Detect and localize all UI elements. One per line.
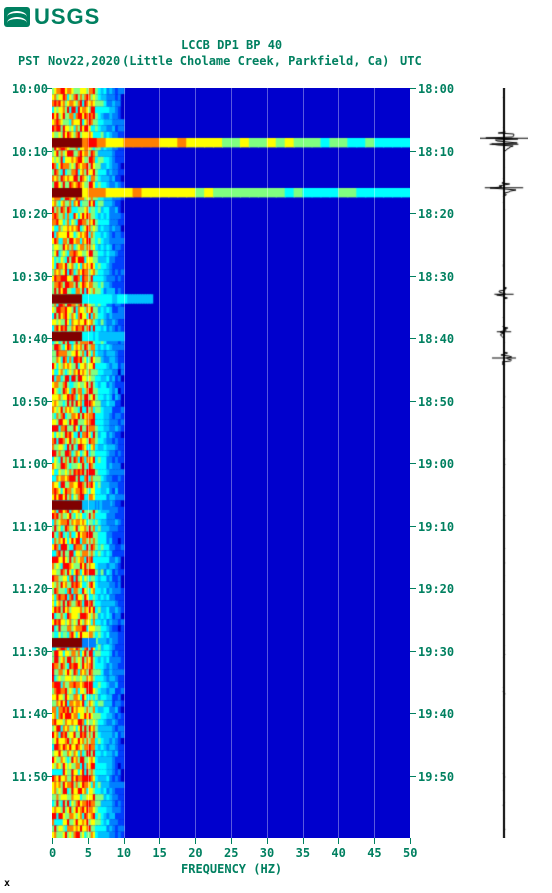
y-tick: [410, 776, 416, 777]
left-time-label: 11:40: [12, 707, 48, 721]
spectrogram-plot: [52, 88, 410, 838]
x-tick-label: 15: [152, 846, 166, 860]
gridline: [267, 88, 268, 838]
right-time-label: 19:00: [418, 457, 454, 471]
right-time-label: 18:40: [418, 332, 454, 346]
y-tick: [46, 713, 52, 714]
y-tick: [46, 151, 52, 152]
x-tick: [195, 838, 196, 844]
date-label: Nov22,2020: [48, 54, 120, 68]
x-tick-label: 0: [49, 846, 56, 860]
x-tick-label: 35: [296, 846, 310, 860]
y-tick: [410, 338, 416, 339]
y-tick: [410, 151, 416, 152]
logo-text: USGS: [34, 4, 100, 30]
usgs-logo: USGS: [4, 4, 100, 30]
y-tick: [46, 276, 52, 277]
x-tick-label: 5: [85, 846, 92, 860]
y-tick: [46, 88, 52, 89]
y-tick: [46, 213, 52, 214]
right-time-label: 18:00: [418, 82, 454, 96]
right-time-label: 18:20: [418, 207, 454, 221]
left-time-label: 10:20: [12, 207, 48, 221]
y-tick: [410, 401, 416, 402]
gridline: [88, 88, 89, 838]
y-tick: [46, 526, 52, 527]
left-time-label: 10:50: [12, 395, 48, 409]
x-tick: [52, 838, 53, 844]
tz-left-label: PST: [18, 54, 40, 68]
x-tick: [231, 838, 232, 844]
x-tick-label: 10: [117, 846, 131, 860]
x-tick: [267, 838, 268, 844]
left-time-label: 10:40: [12, 332, 48, 346]
x-axis-label: FREQUENCY (HZ): [181, 862, 282, 876]
y-tick: [410, 463, 416, 464]
gridline: [338, 88, 339, 838]
seismogram-canvas: [480, 88, 528, 838]
right-time-label: 19:40: [418, 707, 454, 721]
right-time-label: 19:10: [418, 520, 454, 534]
x-tick: [338, 838, 339, 844]
gridline: [124, 88, 125, 838]
gridline: [231, 88, 232, 838]
y-tick: [46, 651, 52, 652]
x-tick-label: 50: [403, 846, 417, 860]
left-time-label: 11:50: [12, 770, 48, 784]
x-tick: [88, 838, 89, 844]
x-tick: [303, 838, 304, 844]
x-tick: [374, 838, 375, 844]
left-time-label: 11:00: [12, 457, 48, 471]
right-time-label: 19:50: [418, 770, 454, 784]
y-tick: [46, 776, 52, 777]
x-tick-label: 20: [188, 846, 202, 860]
y-tick: [410, 213, 416, 214]
y-tick: [410, 276, 416, 277]
right-time-label: 19:30: [418, 645, 454, 659]
seismogram-panel: [480, 88, 528, 838]
location-label: (Little Cholame Creek, Parkfield, Ca): [122, 54, 389, 68]
y-tick: [410, 713, 416, 714]
left-time-label: 11:20: [12, 582, 48, 596]
y-tick: [410, 588, 416, 589]
gridline: [374, 88, 375, 838]
x-tick-label: 30: [260, 846, 274, 860]
y-tick: [46, 338, 52, 339]
left-time-label: 10:00: [12, 82, 48, 96]
y-tick: [410, 526, 416, 527]
left-time-label: 11:30: [12, 645, 48, 659]
gridline: [159, 88, 160, 838]
gridline: [303, 88, 304, 838]
x-tick-label: 45: [367, 846, 381, 860]
left-time-label: 10:10: [12, 145, 48, 159]
gridline: [195, 88, 196, 838]
right-time-label: 18:10: [418, 145, 454, 159]
y-tick: [46, 588, 52, 589]
right-time-label: 19:20: [418, 582, 454, 596]
right-time-label: 18:30: [418, 270, 454, 284]
y-tick: [410, 651, 416, 652]
x-tick: [159, 838, 160, 844]
x-tick: [124, 838, 125, 844]
y-tick: [46, 463, 52, 464]
left-time-label: 11:10: [12, 520, 48, 534]
x-tick-label: 25: [224, 846, 238, 860]
chart-title: LCCB DP1 BP 40: [181, 38, 282, 52]
y-tick: [46, 401, 52, 402]
right-time-label: 18:50: [418, 395, 454, 409]
tz-right-label: UTC: [400, 54, 422, 68]
x-tick: [410, 838, 411, 844]
y-tick: [410, 88, 416, 89]
x-tick-label: 40: [331, 846, 345, 860]
footer-mark: x: [4, 878, 10, 889]
wave-icon: [4, 7, 30, 27]
left-time-label: 10:30: [12, 270, 48, 284]
